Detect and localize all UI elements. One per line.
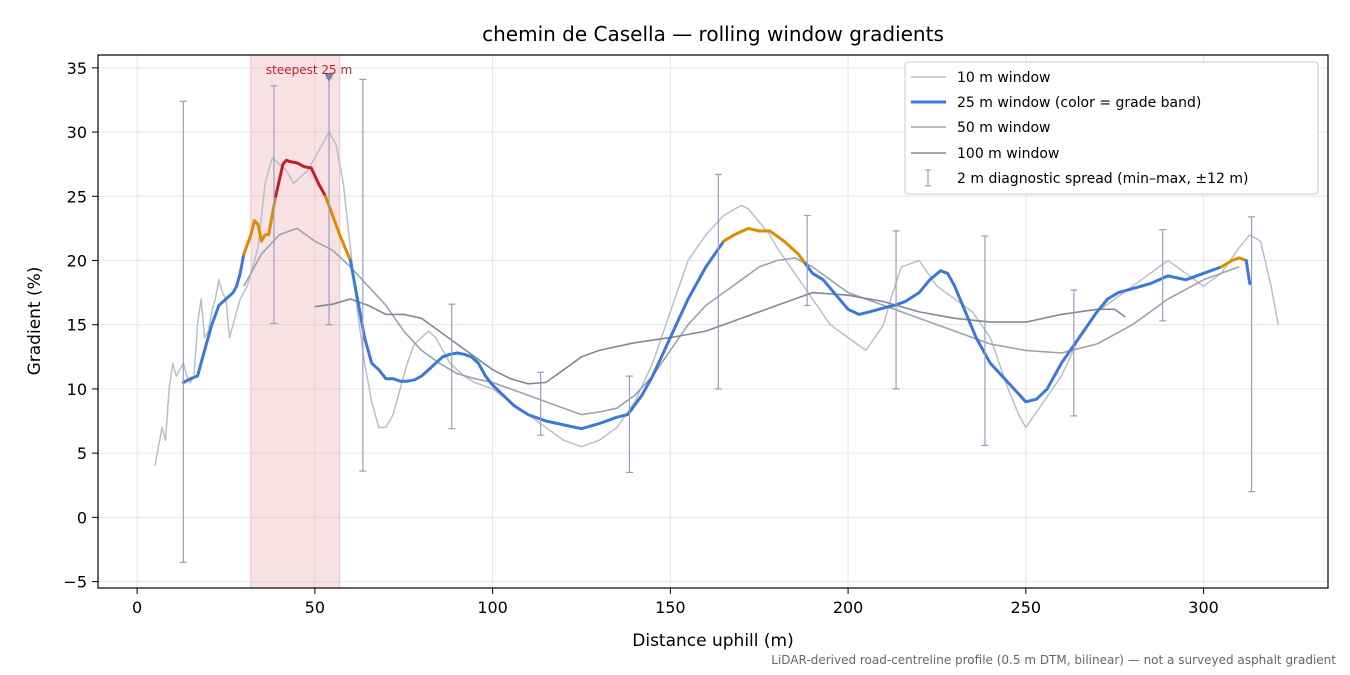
- series-25m-window-orange-segment: [242, 194, 278, 256]
- y-axis-ticks: −5 0 5 10 15 20 25 30 35: [63, 59, 98, 592]
- highlight-label: steepest 25 m: [266, 63, 352, 77]
- error-bars: [179, 77, 1256, 563]
- error-bar: [803, 214, 811, 307]
- legend: 10 m window 25 m window (color = grade b…: [904, 61, 1319, 195]
- x-axis-label: Distance uphill (m): [632, 631, 793, 651]
- x-tick-label: 0: [132, 598, 142, 617]
- steepest-highlight: [250, 54, 341, 589]
- y-tick-label: 0: [77, 508, 87, 527]
- x-tick-label: 100: [477, 598, 508, 617]
- legend-label-errorbar: 2 m diagnostic spread (min–max, ±12 m): [957, 171, 1248, 187]
- series-25m-window-red-segment: [274, 158, 327, 198]
- error-bar: [981, 235, 989, 447]
- x-tick-label: 200: [833, 598, 864, 617]
- error-bar: [537, 371, 545, 436]
- legend-label-50m: 50 m window: [957, 120, 1050, 136]
- legend-label-100m: 100 m window: [957, 146, 1059, 162]
- series-25m-window-orange-segment: [1219, 256, 1248, 269]
- footnote: LiDAR-derived road-centreline profile (0…: [771, 653, 1336, 667]
- steepest-marker-triangle: [324, 72, 335, 82]
- x-tick-label: 300: [1188, 598, 1219, 617]
- series-10m-window: [154, 131, 1279, 467]
- legend-swatch-errorbar: [925, 169, 931, 187]
- x-tick-label: 50: [305, 598, 325, 617]
- error-bar: [1248, 216, 1256, 493]
- y-tick-label: 30: [67, 123, 87, 142]
- y-tick-label: 15: [67, 316, 87, 335]
- legend-label-25m: 25 m window (color = grade band): [957, 95, 1201, 111]
- series-25m-window-blue-segment: [348, 239, 726, 431]
- y-tick-label: 20: [67, 251, 87, 270]
- error-bar: [625, 375, 633, 474]
- series-25m-window-blue-segment: [803, 262, 1223, 404]
- x-tick-label: 150: [655, 598, 686, 617]
- y-tick-label: 35: [67, 59, 87, 78]
- y-axis-label: Gradient (%): [25, 267, 45, 376]
- error-bar: [1070, 289, 1078, 417]
- y-tick-label: 10: [67, 380, 87, 399]
- error-bar: [448, 303, 456, 430]
- error-bar: [179, 100, 187, 563]
- steepest-marker: [324, 72, 335, 82]
- y-tick-label: −5: [63, 573, 87, 592]
- legend-label-10m: 10 m window: [957, 70, 1050, 86]
- error-bar: [714, 173, 722, 390]
- series-25m-window-blue-segment: [181, 252, 246, 384]
- series-25m-window-blue-segment: [1244, 259, 1252, 286]
- y-tick-label: 5: [77, 444, 87, 463]
- chart-title: chemin de Casella — rolling window gradi…: [482, 22, 944, 46]
- series-25m-window-orange-segment: [722, 226, 807, 266]
- error-bar: [359, 78, 367, 472]
- y-tick-label: 25: [67, 187, 87, 206]
- error-bar: [1159, 229, 1167, 322]
- error-bar: [892, 230, 900, 390]
- legend-box: [904, 61, 1319, 195]
- series-100m-window: [314, 291, 1126, 385]
- steepest-band: [250, 54, 341, 589]
- x-axis-ticks: 0 50 100 150 200 250 300: [132, 588, 1219, 617]
- x-tick-label: 250: [1011, 598, 1042, 617]
- plot-frame: [97, 54, 1329, 589]
- series-lines: [154, 131, 1279, 467]
- error-bar: [270, 85, 278, 325]
